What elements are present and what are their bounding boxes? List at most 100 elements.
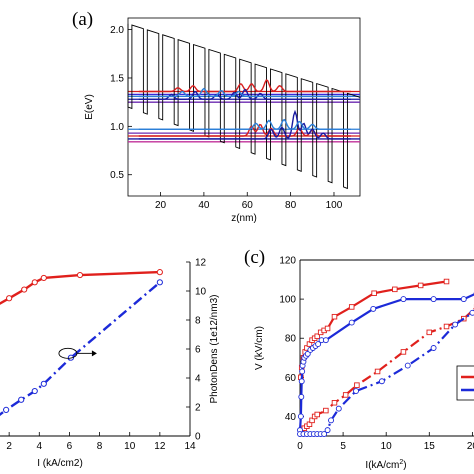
- c-series-3-point-7: [321, 431, 328, 437]
- c-series-2-point-1: [297, 413, 304, 420]
- c-series-0-point-17: [443, 278, 450, 285]
- panel-c-ylabel: V (kV/cm): [254, 326, 265, 370]
- panel-a-xlabel: z(nm): [231, 213, 257, 224]
- c-series-3-point-15: [452, 321, 459, 328]
- b-y-tick-label-4: 8: [195, 316, 201, 327]
- b-series-0-line: [0, 270, 160, 305]
- wavefunction-3: [138, 123, 351, 137]
- b-y-tick-label-3: 6: [195, 345, 201, 356]
- c-series-3-point-9: [328, 417, 334, 424]
- b-series-0-point-4: [31, 279, 38, 286]
- panel-c-ticks: 0 5 10 15 20 40 60 80 100 120: [279, 256, 474, 453]
- panel-a-wavefunctions: [138, 79, 351, 140]
- c-y-tick-label-0: 40: [285, 412, 297, 423]
- c-series-0-point-8: [314, 333, 320, 340]
- c-series-3-point-13: [404, 362, 411, 369]
- c-series-2-point-20: [460, 296, 467, 303]
- b-x-tick-label-2: 4: [37, 441, 43, 452]
- panel-c-label: (c): [244, 247, 265, 268]
- panel-c-legend: [456, 365, 474, 401]
- c-series-3-point-14: [430, 345, 437, 351]
- b-y-tick-label-5: 10: [195, 287, 207, 298]
- c-series-1-point-13: [426, 329, 433, 336]
- b-series-0-point-6: [76, 271, 84, 279]
- c-series-2-point-17: [370, 305, 377, 312]
- b-x-tick-label-5: 10: [124, 441, 136, 452]
- c-series-1-point-8: [331, 400, 338, 406]
- c-x-tick-label-0: 0: [297, 441, 303, 452]
- panel-b-ticks: 2 4 6 8 10 12 140 2 4 6 8 10 12: [6, 258, 206, 453]
- panel-a-ylabel: E(eV): [84, 94, 95, 120]
- b-series-1-point-4: [31, 387, 38, 395]
- c-series-2-point-4: [299, 368, 306, 375]
- b-y-tick-label-1: 2: [195, 403, 201, 414]
- panel-c: (c) 0 5 10 15 20 40 60 80 100 120 I(kA/cm2) V (kV…: [244, 247, 474, 471]
- c-series-2-point-15: [322, 337, 329, 344]
- panel-a-label: (a): [72, 9, 93, 30]
- panel-b-series: [0, 269, 163, 417]
- c-series-1-point-7: [323, 407, 329, 414]
- c-series-1-point-14: [443, 323, 450, 330]
- b-y-tick-label-2: 4: [195, 374, 201, 385]
- c-x-tick-label-4: 20: [467, 441, 474, 452]
- b-series-0-point-5: [40, 274, 47, 282]
- b-series-1-point-2: [3, 406, 10, 413]
- b-series-1-point-5: [40, 380, 47, 387]
- c-y-tick-label-1: 60: [285, 373, 297, 384]
- wavefunction-2: [138, 87, 351, 98]
- b-y-tick-label-6: 12: [195, 258, 207, 269]
- b-series-1-point-3: [18, 396, 25, 403]
- c-series-2-point-3: [298, 378, 305, 385]
- panel-a: (a) 20 40 60 80 100 0.5 1.0 1.5 2.0 z(nm) E(eV): [72, 9, 361, 224]
- panel-b: 2 4 6 8 10 12 140 2 4 6 8 10 12 I (kA/cm2) PhotonDen…: [0, 258, 220, 469]
- c-series-0-point-15: [392, 286, 398, 293]
- b-series-0-point-7: [156, 269, 163, 276]
- a-y-tick-label-1: 1.0: [110, 122, 124, 133]
- panel-c-xlabel-text: I(kA/cm: [365, 460, 399, 471]
- b-x-tick-label-4: 8: [97, 441, 103, 452]
- panel-b-ylabel: PhotonDens (1e12/nm3): [209, 295, 220, 404]
- c-series-3-point-11: [353, 388, 359, 394]
- c-series-2-point-18: [400, 296, 407, 303]
- panel-c-xlabel: I(kA/cm2): [365, 459, 406, 471]
- b-x-tick-label-1: 2: [6, 441, 12, 452]
- c-y-tick-label-2: 80: [285, 334, 297, 345]
- c-series-0-point-14: [371, 290, 377, 296]
- c-series-0-point-12: [331, 313, 338, 320]
- panel-c-xlabel-close: ): [403, 460, 406, 471]
- panel-c-series: [297, 278, 474, 437]
- c-series-3-point-12: [378, 378, 385, 385]
- c-series-3-point-16: [469, 309, 474, 316]
- a-x-tick-label-0: 20: [155, 200, 167, 211]
- b-series-0-point-3: [21, 286, 28, 293]
- panel-a-ticks: 20 40 60 80 100 0.5 1.0 1.5 2.0: [110, 25, 343, 211]
- a-y-tick-label-3: 2.0: [110, 25, 124, 36]
- c-series-1-point-9: [342, 392, 349, 398]
- panel-b-annotation: [58, 347, 97, 359]
- c-x-tick-label-2: 10: [381, 441, 393, 452]
- b-y-tick-label-0: 0: [195, 432, 201, 443]
- b-x-tick-label-3: 6: [67, 441, 73, 452]
- panel-a-band-profile: [127, 23, 361, 190]
- b-x-tick-label-7: 14: [184, 441, 196, 452]
- c-series-0-point-13: [348, 304, 355, 310]
- wavefunction-5: [138, 118, 351, 131]
- c-series-1-point-11: [374, 368, 381, 375]
- c-series-1-point-10: [354, 382, 360, 388]
- c-series-2-point-2: [298, 393, 305, 400]
- b-annotation-arrow-head: [91, 350, 97, 357]
- c-series-3-point-10: [335, 405, 342, 412]
- c-series-0-point-16: [417, 282, 424, 289]
- b-series-1-point-7: [156, 279, 163, 286]
- b-series-0-point-2: [6, 295, 13, 302]
- a-x-tick-label-4: 100: [326, 200, 343, 211]
- a-x-tick-label-2: 60: [242, 200, 254, 211]
- a-x-tick-label-3: 80: [285, 200, 297, 211]
- c-series-2-point-19: [430, 296, 437, 303]
- c-x-tick-label-3: 15: [424, 441, 436, 452]
- c-series-1-point-12: [400, 349, 407, 355]
- b-series-1-line: [0, 281, 161, 417]
- panel-c-legend-box: [456, 365, 474, 401]
- wavefunction-4: [138, 109, 351, 140]
